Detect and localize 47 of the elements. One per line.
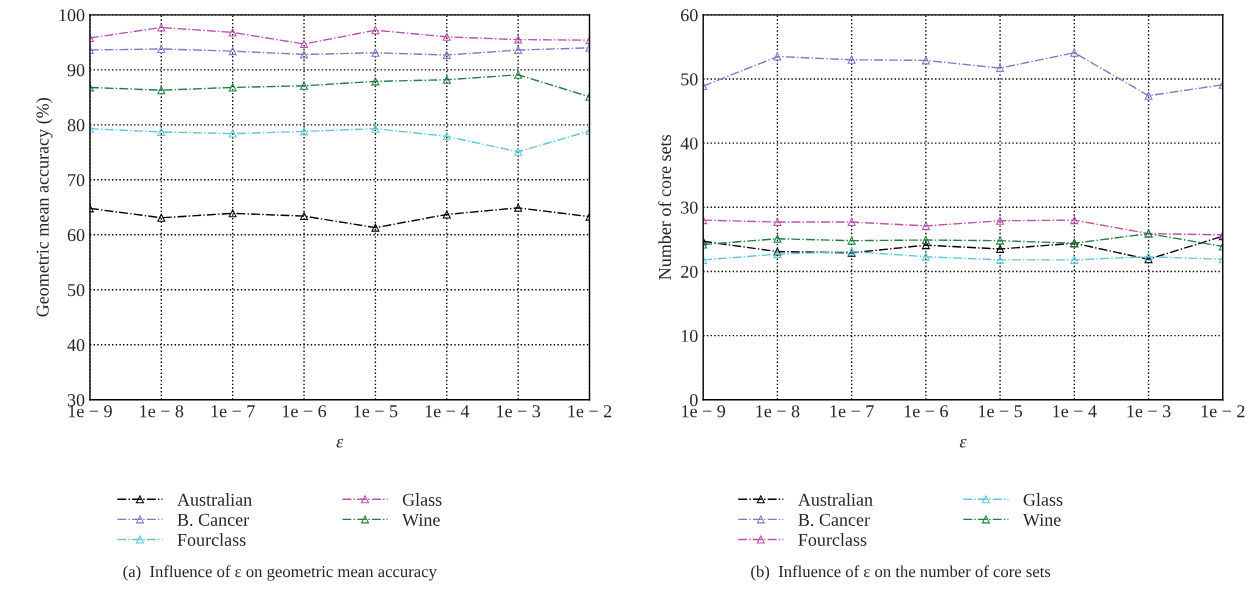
x-tick-label: 1e − 3 bbox=[497, 405, 541, 418]
x-tick-label: 1e − 9 bbox=[68, 405, 112, 418]
x-tick-label: 1e − 2 bbox=[568, 405, 612, 418]
legend-label: B. Cancer bbox=[798, 513, 870, 526]
y-tick-label: 60 bbox=[681, 9, 698, 22]
legend-label: Glass bbox=[1023, 493, 1063, 506]
x-tick-label: 1e − 5 bbox=[354, 405, 398, 418]
legend-label: Glass bbox=[402, 493, 442, 506]
legend-label: Wine bbox=[1022, 513, 1061, 526]
x-tick-label: 1e − 2 bbox=[1201, 405, 1245, 418]
y-tick-label: 30 bbox=[681, 201, 698, 214]
legend-label: Australian bbox=[798, 493, 873, 506]
y-tick-label: 50 bbox=[681, 73, 698, 86]
x-tick-label: 1e − 4 bbox=[1053, 405, 1097, 418]
y-tick-label: 40 bbox=[67, 339, 85, 352]
legend-label: Wine bbox=[402, 513, 440, 526]
x-axis-title: ε bbox=[959, 438, 967, 448]
x-axis-title: ε bbox=[336, 438, 344, 448]
legend-label: B. Cancer bbox=[177, 513, 250, 526]
legend-label: Fourclass bbox=[177, 533, 246, 546]
y-axis-title: Geometric mean accuracy (%) bbox=[36, 98, 53, 317]
y-axis-title: Number of core sets bbox=[658, 135, 672, 280]
x-tick-label: 1e − 6 bbox=[282, 405, 327, 418]
x-tick-label: 1e − 7 bbox=[830, 405, 874, 418]
text: (a) Influence of ε on geometric mean accuracy bbox=[123, 565, 437, 581]
x-tick-label: 1e − 6 bbox=[904, 405, 948, 418]
y-tick-label: 20 bbox=[681, 265, 698, 278]
y-tick-label: 90 bbox=[67, 64, 85, 77]
x-tick-label: 1e − 7 bbox=[211, 405, 255, 418]
x-tick-label: 1e − 4 bbox=[425, 405, 470, 418]
y-tick-label: 70 bbox=[68, 174, 85, 187]
x-tick-label: 1e − 5 bbox=[979, 405, 1023, 418]
y-tick-label: 0 bbox=[689, 394, 698, 407]
y-tick-label: 80 bbox=[67, 119, 85, 132]
legend-label: Australian bbox=[177, 493, 252, 506]
x-tick-label: 1e − 3 bbox=[1127, 405, 1171, 418]
y-tick-label: 10 bbox=[681, 329, 698, 343]
text: (b) Influence of ε on the number of core sets bbox=[751, 565, 1051, 581]
x-tick-label: 1e − 8 bbox=[140, 405, 184, 418]
y-tick-label: 50 bbox=[68, 284, 85, 297]
x-tick-label: 1e − 9 bbox=[682, 405, 726, 418]
y-tick-label: 60 bbox=[67, 229, 85, 242]
legend-label: Fourclass bbox=[798, 533, 867, 546]
y-tick-label: 40 bbox=[680, 137, 698, 150]
y-tick-label: 30 bbox=[67, 394, 85, 407]
x-tick-label: 1e − 8 bbox=[756, 405, 800, 418]
y-tick-label: 100 bbox=[59, 9, 85, 22]
